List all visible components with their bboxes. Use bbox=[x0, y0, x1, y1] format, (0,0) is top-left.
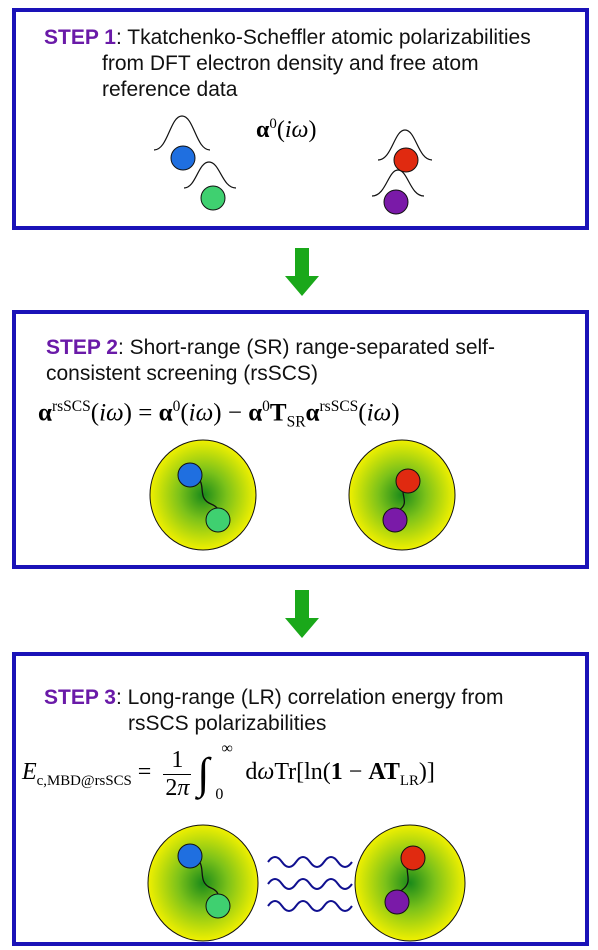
atom-red bbox=[395, 468, 421, 494]
interaction-waves bbox=[267, 856, 353, 912]
atom-green bbox=[205, 893, 231, 919]
atom-purple bbox=[384, 889, 410, 915]
atom-green bbox=[200, 185, 226, 211]
step1-atoms-illustration bbox=[153, 115, 433, 215]
step3-formula: Ec,MBD@rsSCS = 1 2π ∫ ∞ 0 dωTr[ln(1 − AT… bbox=[22, 740, 435, 803]
gaussian-curve bbox=[153, 115, 211, 151]
atom-blue bbox=[170, 145, 196, 171]
step2-atoms-illustration bbox=[149, 439, 456, 551]
electron-cloud bbox=[147, 824, 259, 942]
step1-box: STEP 1: Tkatchenko-Scheffler atomic pola… bbox=[12, 8, 589, 230]
step1-line3: reference data bbox=[102, 78, 238, 101]
step1-formula: α0(iω) bbox=[256, 116, 317, 143]
step3-line2: rsSCS polarizabilities bbox=[128, 712, 327, 735]
step3-box: STEP 3: Long-range (LR) correlation ener… bbox=[12, 652, 589, 946]
step2-text: STEP 2: Short-range (SR) range-separated… bbox=[46, 336, 495, 360]
step2-formula: αrsSCS(iω) = α0(iω) − α0TSRαrsSCS(iω) bbox=[38, 398, 400, 431]
step1-line2: from DFT electron density and free atom bbox=[102, 52, 479, 75]
gaussian-curve bbox=[377, 129, 433, 161]
electron-cloud bbox=[348, 439, 456, 551]
step1-label: STEP 1 bbox=[44, 26, 116, 49]
atom-red bbox=[393, 147, 419, 173]
step3-atoms-illustration bbox=[147, 824, 466, 942]
step3-line1: : Long-range (LR) correlation energy fro… bbox=[115, 686, 504, 709]
atom-purple bbox=[383, 189, 409, 215]
step3-text: STEP 3: Long-range (LR) correlation ener… bbox=[44, 686, 504, 710]
gaussian-curve bbox=[371, 169, 425, 197]
step1-line1: : Tkatchenko-Scheffler atomic polarizabi… bbox=[115, 26, 531, 49]
down-arrow bbox=[285, 590, 319, 638]
atom-blue bbox=[177, 462, 203, 488]
gaussian-curve bbox=[183, 161, 237, 189]
step2-label: STEP 2 bbox=[46, 336, 118, 359]
atom-red bbox=[400, 845, 426, 871]
atom-purple bbox=[382, 507, 408, 533]
step1-text: STEP 1: Tkatchenko-Scheffler atomic pola… bbox=[44, 26, 531, 50]
electron-cloud bbox=[354, 824, 466, 942]
step2-box: STEP 2: Short-range (SR) range-separated… bbox=[12, 310, 589, 569]
down-arrow bbox=[285, 248, 319, 296]
atom-blue bbox=[177, 843, 203, 869]
atom-green bbox=[205, 507, 231, 533]
step2-line1: : Short-range (SR) range-separated self- bbox=[117, 336, 495, 359]
step2-line2: consistent screening (rsSCS) bbox=[46, 362, 318, 385]
step3-label: STEP 3 bbox=[44, 686, 116, 709]
